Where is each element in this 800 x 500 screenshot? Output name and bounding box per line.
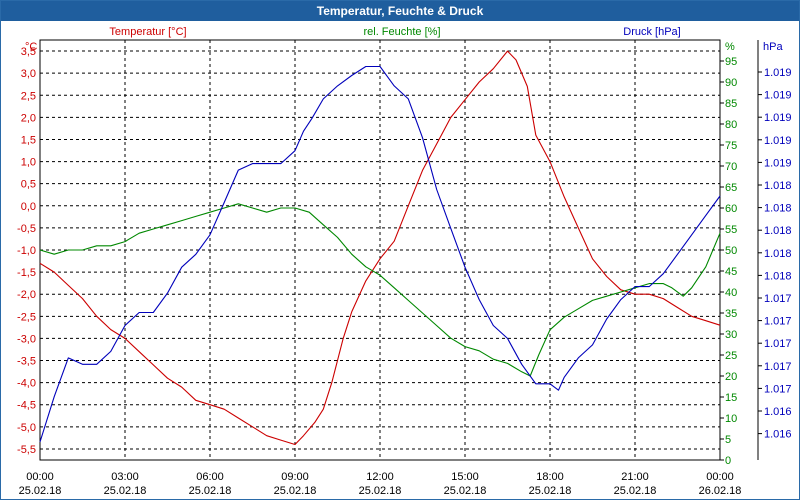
chart-title: Temperatur, Feuchte & Druck	[1, 1, 799, 21]
pressure-tick-label: 1.017	[764, 316, 792, 328]
humidity-tick-label: 75	[725, 140, 737, 152]
temperature-tick-label: -5,5	[17, 444, 36, 456]
humidity-tick-label: 10	[725, 413, 737, 425]
x-tick-time: 18:00	[536, 471, 564, 483]
grid-lines	[40, 40, 720, 460]
x-tick-time: 00:00	[26, 471, 54, 483]
pressure-tick-label: 1.018	[764, 270, 792, 282]
humidity-tick-label: 60	[725, 203, 737, 215]
humidity-tick-label: 15	[725, 392, 737, 404]
temperature-tick-label: -3,0	[17, 333, 36, 345]
humidity-tick-label: 90	[725, 77, 737, 89]
temperature-tick-label: 1,0	[21, 157, 36, 169]
x-tick-time: 09:00	[281, 471, 309, 483]
temperature-tick-label: 3,5	[21, 46, 36, 58]
humidity-tick-label: 30	[725, 329, 737, 341]
x-tick-date: 25.02.18	[359, 485, 402, 497]
x-tick-date: 25.02.18	[104, 485, 147, 497]
pressure-tick-label: 1.018	[764, 248, 792, 260]
pressure-legend-label: Druck [hPa]	[623, 26, 680, 38]
pressure-tick-label: 1.018	[764, 203, 792, 215]
temperature-tick-label: -5,0	[17, 422, 36, 434]
temperature-tick-label: -1,5	[17, 267, 36, 279]
x-tick-time: 12:00	[366, 471, 394, 483]
x-tick-date: 25.02.18	[274, 485, 317, 497]
x-tick-date: 25.02.18	[444, 485, 487, 497]
x-tick-date: 25.02.18	[614, 485, 657, 497]
x-tick-time: 03:00	[111, 471, 139, 483]
humidity-tick-label: 35	[725, 308, 737, 320]
pressure-tick-label: 1.018	[764, 225, 792, 237]
series-lines	[39, 50, 721, 446]
pressure-tick-label: 1.019	[764, 157, 792, 169]
humidity-tick-label: 45	[725, 266, 737, 278]
temperature-tick-label: -4,5	[17, 400, 36, 412]
pressure-tick-label: 1.019	[764, 135, 792, 147]
humidity-legend-label: rel. Feuchte [%]	[363, 26, 440, 38]
pressure-tick-label: 1.019	[764, 67, 792, 79]
temperature-tick-label: -1,0	[17, 245, 36, 257]
temperature-axis-ticks: 3,5 3,0 2,5 2,0 1,5 1,0 0,5 0,0 -0,5 -1,0 -1,5 -2,0…	[17, 46, 36, 456]
x-tick-date: 26.02.18	[699, 485, 742, 497]
pressure-axis-unit: hPa	[763, 41, 783, 53]
humidity-tick-label: 65	[725, 182, 737, 194]
x-tick-time: 21:00	[621, 471, 649, 483]
time-axis-ticks: 00:00 25.02.18 03:00 25.02.18 06:00 25.02.18 0…	[19, 471, 742, 497]
pressure-tick-label: 1.017	[764, 338, 792, 350]
pressure-line	[39, 65, 721, 443]
x-tick-date: 25.02.18	[189, 485, 232, 497]
temperature-line	[39, 50, 721, 446]
temperature-tick-label: 0,0	[21, 201, 36, 213]
temperature-tick-label: 0,5	[21, 179, 36, 191]
humidity-tick-label: 20	[725, 371, 737, 383]
humidity-tick-label: 55	[725, 224, 737, 236]
humidity-tick-label: 50	[725, 245, 737, 257]
humidity-tick-label: 5	[725, 434, 731, 446]
humidity-tick-label: 80	[725, 119, 737, 131]
pressure-tick-label: 1.016	[764, 429, 792, 441]
humidity-tick-label: 85	[725, 98, 737, 110]
humidity-axis-unit: %	[725, 41, 735, 53]
pressure-tick-label: 1.017	[764, 293, 792, 305]
x-tick-date: 25.02.18	[19, 485, 62, 497]
x-tick-time: 06:00	[196, 471, 224, 483]
pressure-tick-label: 1.019	[764, 90, 792, 102]
temperature-tick-label: -2,0	[17, 289, 36, 301]
temperature-tick-label: 2,0	[21, 112, 36, 124]
x-tick-date: 25.02.18	[529, 485, 572, 497]
humidity-line	[39, 203, 721, 377]
humidity-tick-label: 0	[725, 455, 731, 467]
temperature-tick-label: 3,0	[21, 68, 36, 80]
humidity-tick-label: 70	[725, 161, 737, 173]
temperature-tick-label: -0,5	[17, 223, 36, 235]
temperature-tick-label: 1,5	[21, 134, 36, 146]
pressure-tick-label: 1.017	[764, 383, 792, 395]
temperature-legend-label: Temperatur [°C]	[109, 26, 186, 38]
temperature-tick-label: -4,0	[17, 378, 36, 390]
pressure-tick-label: 1.019	[764, 112, 792, 124]
pressure-tick-label: 1.018	[764, 180, 792, 192]
temperature-axis-unit: °C	[25, 41, 37, 53]
x-tick-time: 00:00	[706, 471, 734, 483]
pressure-tick-label: 1.016	[764, 406, 792, 418]
humidity-tick-label: 40	[725, 287, 737, 299]
temperature-tick-label: -2,5	[17, 311, 36, 323]
pressure-axis-ticks: 1.019 1.019 1.019 1.019 1.019 1.018 1.018 1.018…	[757, 40, 792, 460]
x-tick-time: 15:00	[451, 471, 479, 483]
pressure-tick-label: 1.017	[764, 361, 792, 373]
humidity-tick-label: 25	[725, 350, 737, 362]
temperature-tick-label: 2,5	[21, 90, 36, 102]
humidity-tick-label: 95	[725, 56, 737, 68]
temperature-tick-label: -3,5	[17, 356, 36, 368]
